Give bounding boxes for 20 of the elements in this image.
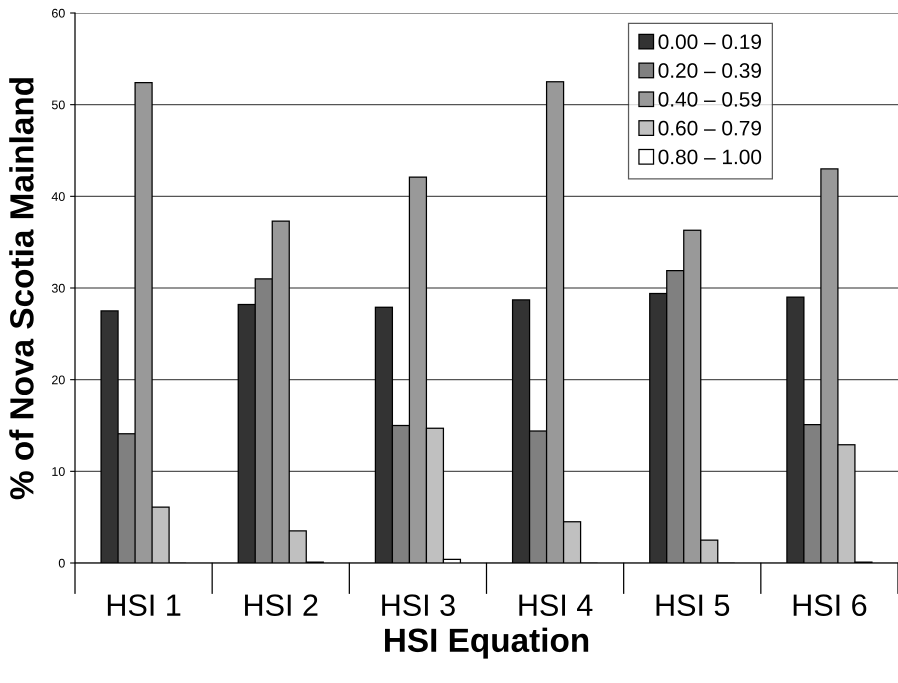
- y-tick-label: 0: [58, 558, 65, 568]
- y-tick-label: 20: [52, 375, 65, 384]
- y-axis-title: % of Nova Scotia Mainland: [9, 78, 34, 500]
- legend-label: 0.20 – 0.39: [658, 63, 761, 78]
- x-axis-title: HSI Equation: [385, 628, 588, 659]
- x-tick-label: HSI 4: [519, 594, 592, 616]
- y-tick-label: 50: [52, 100, 65, 110]
- y-tick-label: 60: [52, 8, 65, 18]
- x-tick-label: HSI 5: [656, 594, 730, 616]
- legend-label: 0.60 – 0.79: [658, 120, 761, 136]
- y-tick-label: 30: [52, 284, 65, 293]
- x-tick-label: HSI 1: [108, 594, 180, 616]
- legend-label: 0.40 – 0.59: [658, 92, 761, 107]
- x-tick-label: HSI 3: [382, 594, 455, 616]
- legend-label: 0.00 – 0.19: [658, 34, 761, 50]
- x-tick-label: HSI 6: [794, 594, 866, 616]
- legend-label: 0.80 – 1.00: [658, 150, 762, 164]
- y-tick-label: 10: [52, 467, 65, 476]
- x-tick-label: HSI 2: [245, 594, 318, 616]
- y-tick-label: 40: [52, 192, 65, 201]
